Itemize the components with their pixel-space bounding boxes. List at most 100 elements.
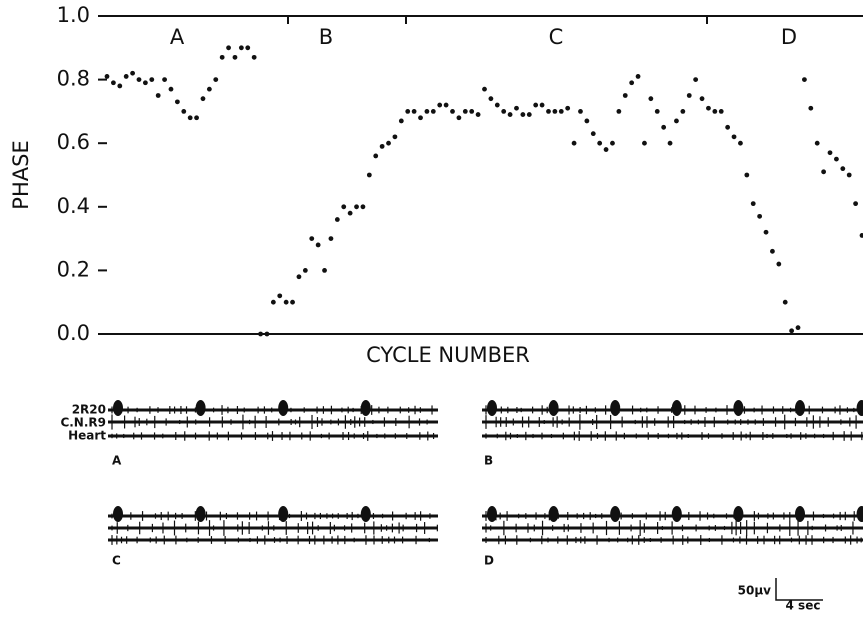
- panel-label: C: [112, 554, 121, 568]
- point: [597, 140, 603, 146]
- point: [283, 299, 289, 305]
- point: [706, 105, 711, 111]
- point: [648, 96, 654, 102]
- point: [725, 124, 731, 130]
- point: [142, 80, 148, 86]
- point: [456, 115, 462, 121]
- point: [718, 109, 724, 114]
- point: [782, 299, 788, 305]
- point: [821, 169, 827, 175]
- point: [546, 109, 551, 114]
- point: [213, 77, 219, 82]
- point: [360, 204, 366, 210]
- burst: [795, 506, 805, 522]
- scale-time: 4 sec: [786, 599, 821, 613]
- burst: [487, 400, 497, 416]
- burst: [113, 506, 123, 522]
- y-tick-label: 0.6: [57, 130, 90, 154]
- point: [859, 233, 863, 238]
- point: [616, 109, 622, 114]
- point: [680, 109, 686, 114]
- point: [642, 140, 647, 146]
- scale-voltage: 50µv: [738, 584, 772, 598]
- point: [507, 112, 513, 117]
- y-axis-label: PHASE: [9, 140, 33, 209]
- point: [405, 109, 411, 114]
- point: [462, 109, 468, 114]
- point: [277, 293, 283, 299]
- point: [155, 93, 161, 98]
- point: [219, 54, 225, 60]
- point: [174, 99, 180, 105]
- point: [802, 77, 807, 82]
- point: [309, 236, 315, 242]
- y-tick-label: 0.8: [57, 67, 90, 91]
- burst: [360, 506, 371, 522]
- point: [104, 74, 110, 79]
- panel-label: D: [484, 554, 494, 568]
- burst: [278, 400, 289, 416]
- point: [667, 140, 673, 146]
- point: [814, 140, 820, 146]
- burst: [548, 506, 559, 522]
- point: [853, 201, 859, 207]
- point: [501, 109, 507, 114]
- burst: [856, 506, 863, 522]
- burst: [671, 400, 682, 416]
- point: [827, 150, 833, 156]
- point: [117, 83, 123, 89]
- point: [533, 102, 539, 108]
- point: [712, 109, 718, 114]
- point: [258, 331, 263, 337]
- point: [686, 93, 692, 98]
- point: [334, 217, 340, 222]
- panel-label: B: [484, 454, 493, 468]
- point: [392, 134, 398, 140]
- point: [578, 109, 583, 114]
- point: [558, 109, 564, 114]
- point: [354, 204, 359, 210]
- point: [795, 325, 801, 331]
- point: [693, 77, 699, 82]
- burst: [195, 506, 206, 522]
- point: [622, 93, 628, 98]
- burst: [487, 506, 497, 522]
- y-tick-label: 0.2: [57, 257, 90, 281]
- point: [245, 45, 251, 51]
- point: [763, 229, 769, 235]
- point: [430, 109, 436, 114]
- point: [770, 248, 775, 254]
- annotation: B: [319, 25, 333, 49]
- point: [341, 204, 347, 210]
- burst: [671, 506, 682, 522]
- point: [789, 328, 795, 334]
- point: [757, 213, 763, 219]
- burst: [278, 506, 289, 522]
- point: [366, 172, 372, 178]
- point: [386, 140, 391, 146]
- point: [674, 118, 679, 124]
- point: [296, 274, 302, 280]
- point: [494, 102, 500, 108]
- point: [520, 112, 526, 117]
- point: [738, 140, 743, 146]
- point: [194, 115, 199, 121]
- burst: [610, 400, 621, 416]
- point: [347, 210, 353, 216]
- point: [846, 172, 852, 178]
- y-tick-label: 1.0: [57, 3, 90, 27]
- point: [302, 268, 308, 273]
- point: [603, 147, 609, 152]
- burst: [733, 506, 744, 522]
- y-tick-label: 0.4: [57, 194, 90, 218]
- point: [424, 109, 430, 114]
- burst: [733, 400, 744, 416]
- point: [776, 261, 782, 267]
- burst: [548, 400, 559, 416]
- point: [123, 74, 129, 79]
- point: [418, 115, 423, 121]
- point: [469, 109, 475, 114]
- point: [654, 109, 660, 114]
- point: [187, 115, 193, 121]
- point: [443, 102, 449, 108]
